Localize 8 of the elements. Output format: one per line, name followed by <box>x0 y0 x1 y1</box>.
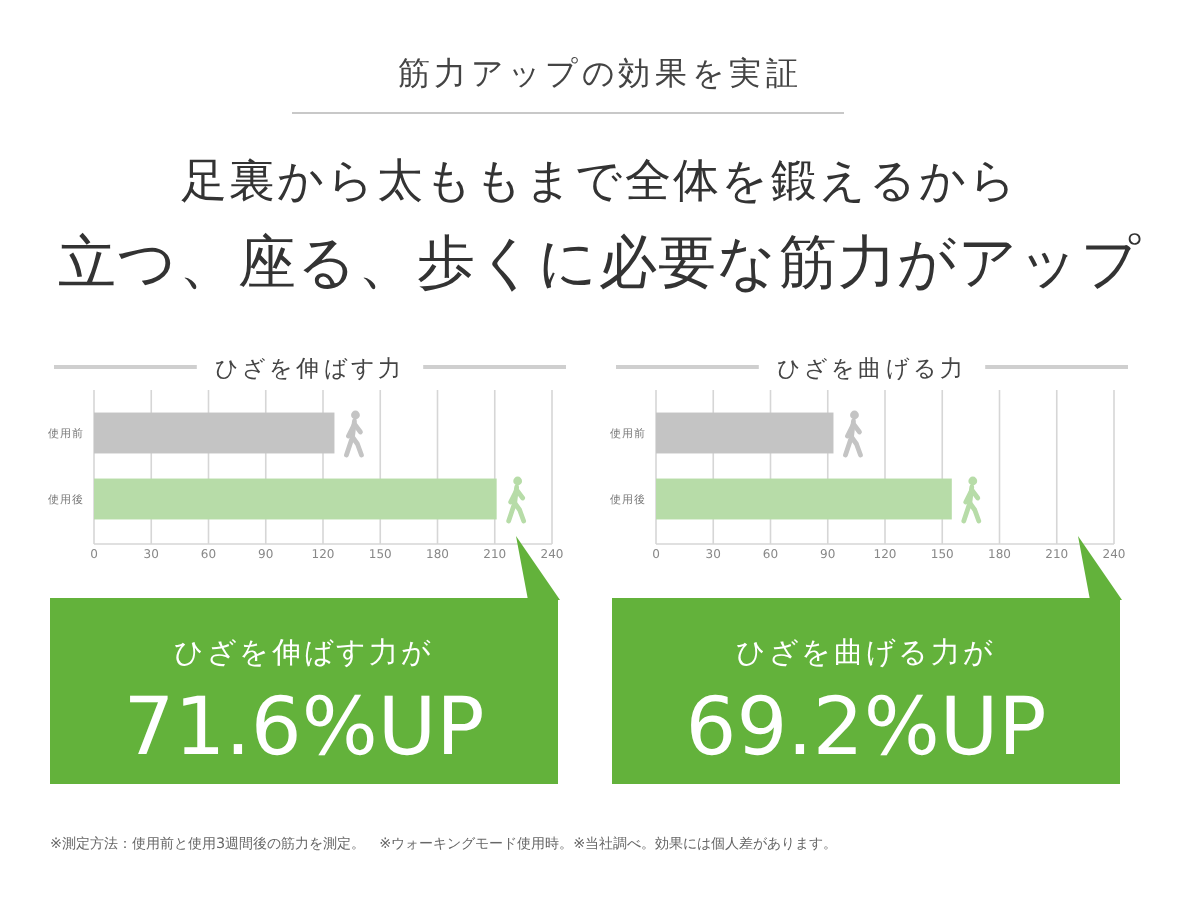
text: ひざを曲げる力が <box>736 636 996 670</box>
text: 71.6%UP <box>123 682 485 774</box>
text: 筋力アップの効果を実証 <box>397 54 803 92</box>
text: 69.2%UP <box>685 682 1047 774</box>
chart-title: ひざを曲げる力 <box>776 354 968 382</box>
text: ひざを伸ばす力が <box>174 636 434 670</box>
chart-title: ひざを伸ばす力 <box>214 354 406 382</box>
text: 足裏から太ももまで全体を鍛えるから立つ、座る、歩くに必要な筋力がアップ <box>58 156 1142 296</box>
